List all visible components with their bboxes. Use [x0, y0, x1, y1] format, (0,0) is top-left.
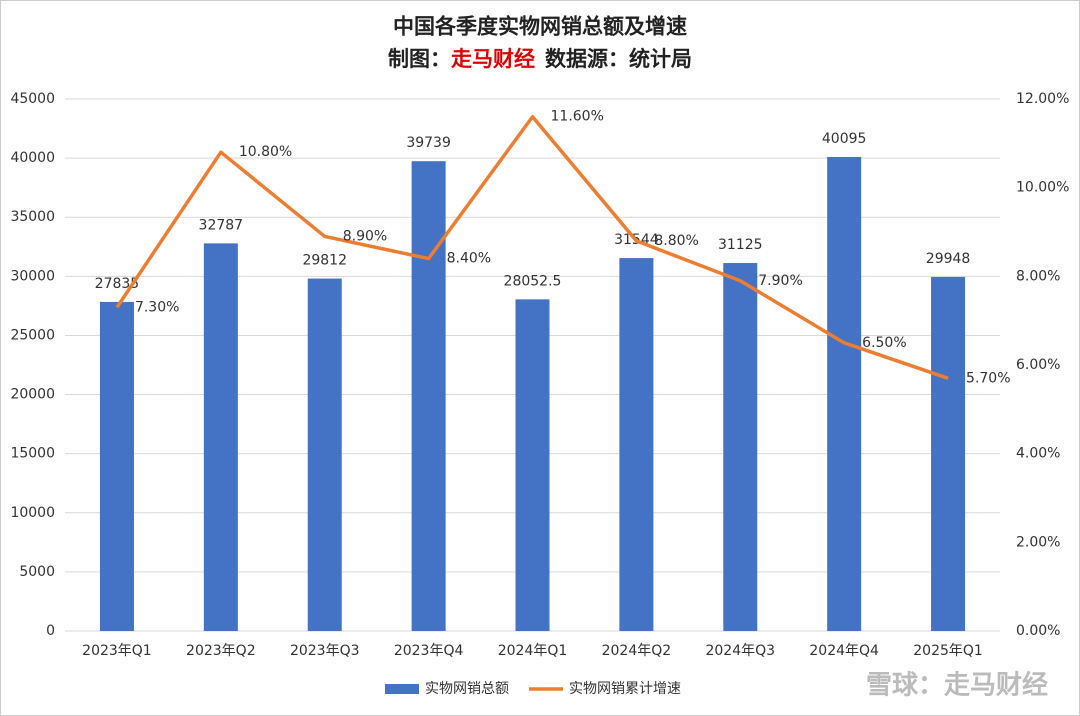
y-tick-label: 30000	[10, 268, 55, 284]
y2-tick-label: 12.00%	[1016, 91, 1069, 107]
y-tick-label: 0	[46, 623, 55, 639]
bar	[307, 278, 342, 631]
y2-tick-label: 0.00%	[1016, 623, 1060, 639]
legend-label: 实物网销累计增速	[569, 681, 681, 697]
line-value-label: 6.50%	[862, 335, 906, 351]
line-value-label: 5.70%	[966, 370, 1010, 386]
chart-subtitle: 制图：走马财经 数据源：统计局	[388, 46, 692, 71]
line-value-label: 8.40%	[447, 251, 491, 267]
watermark: 雪球：走马财经	[866, 670, 1048, 701]
y-tick-label: 25000	[10, 327, 55, 343]
bar	[827, 156, 862, 631]
x-tick-label: 2023年Q3	[290, 643, 360, 659]
bar	[203, 243, 238, 631]
bar	[99, 301, 134, 631]
line-value-label: 8.80%	[654, 233, 698, 249]
line-value-label: 8.90%	[343, 228, 387, 244]
subtitle-part: 走马财经	[451, 46, 535, 71]
y-tick-label: 10000	[10, 505, 55, 521]
bar-value-label: 28052.5	[504, 273, 562, 289]
subtitle-part: 制图：	[388, 46, 451, 71]
x-tick-label: 2025年Q1	[913, 643, 983, 659]
bar-value-label: 29812	[302, 253, 347, 269]
y-tick-label: 40000	[10, 150, 55, 166]
x-tick-label: 2024年Q4	[809, 643, 879, 659]
y2-tick-label: 10.00%	[1016, 180, 1069, 196]
x-tick-label: 2024年Q1	[498, 643, 568, 659]
x-tick-label: 2024年Q2	[602, 643, 672, 659]
bar	[723, 263, 758, 631]
y-tick-label: 45000	[10, 91, 55, 107]
y2-tick-label: 6.00%	[1016, 357, 1060, 373]
subtitle-part: 数据源：统计局	[545, 46, 692, 71]
chart-title: 中国各季度实物网销总额及增速	[393, 14, 687, 39]
y-tick-label: 15000	[10, 446, 55, 462]
bar-value-label: 40095	[822, 131, 867, 147]
y2-tick-label: 8.00%	[1016, 268, 1060, 284]
bar	[411, 161, 446, 631]
y-tick-label: 5000	[19, 564, 55, 580]
bar-value-label: 31125	[718, 237, 763, 253]
bar-value-label: 29948	[926, 251, 971, 267]
legend-label: 实物网销总额	[425, 681, 509, 697]
bar	[515, 299, 550, 631]
y2-tick-label: 2.00%	[1016, 534, 1060, 550]
line-value-label: 7.30%	[135, 299, 179, 315]
y2-tick-label: 4.00%	[1016, 446, 1060, 462]
line-value-label: 7.90%	[758, 273, 802, 289]
x-tick-label: 2023年Q4	[394, 643, 464, 659]
line	[115, 114, 949, 380]
line-value-label: 11.60%	[551, 109, 604, 125]
bar-value-label: 39739	[406, 135, 451, 151]
bar	[931, 276, 966, 631]
bar-value-label: 32787	[199, 217, 244, 233]
x-tick-label: 2023年Q1	[82, 643, 152, 659]
line-value-label: 10.80%	[239, 144, 292, 160]
x-tick-label: 2023年Q2	[186, 643, 256, 659]
y-tick-label: 35000	[10, 209, 55, 225]
legend-swatch	[385, 684, 419, 694]
y-tick-label: 20000	[10, 387, 55, 403]
bar	[619, 258, 654, 631]
x-tick-label: 2024年Q3	[705, 643, 775, 659]
